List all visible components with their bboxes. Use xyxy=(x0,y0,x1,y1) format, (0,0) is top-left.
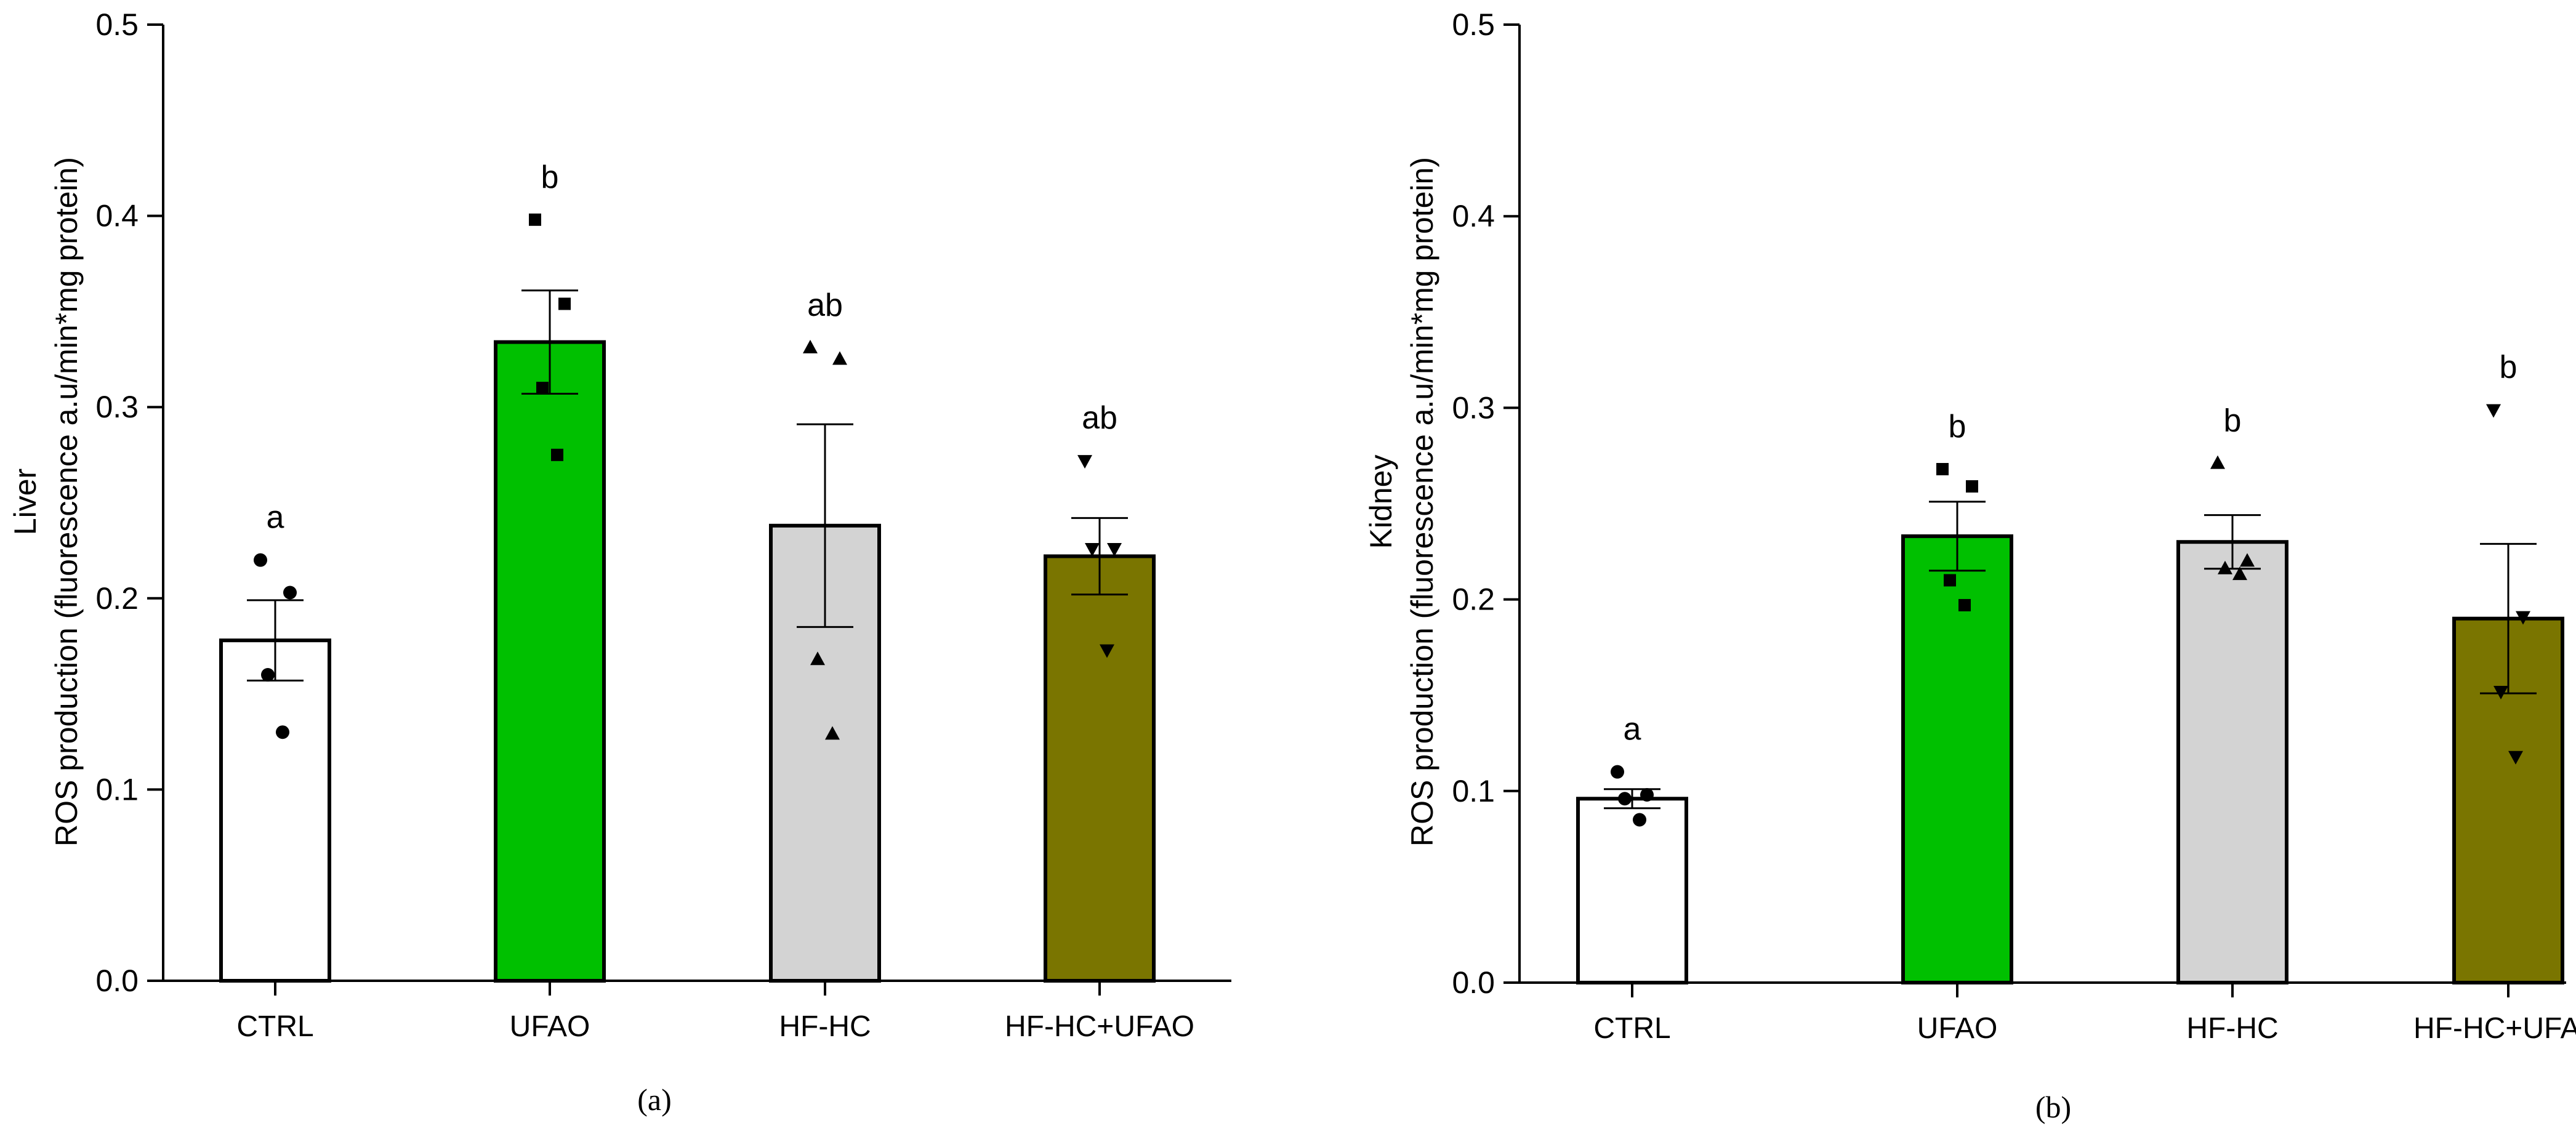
bar xyxy=(219,638,331,983)
data-point-circle xyxy=(283,586,297,600)
data-point-square xyxy=(558,297,571,310)
x-category-label: HF-HC xyxy=(2186,1012,2278,1045)
data-point-triangle-down xyxy=(1077,455,1092,469)
data-point-circle xyxy=(1640,788,1654,802)
x-category-label: HF-HC+UFAO xyxy=(2413,1012,2576,1045)
error-bars xyxy=(1604,501,2537,810)
data-point-triangle-down xyxy=(1085,543,1100,557)
y-tick-label: 0.5 xyxy=(1452,7,1495,42)
bar xyxy=(494,340,606,983)
data-point-circle xyxy=(1618,792,1632,806)
data-point-triangle-down xyxy=(1107,543,1122,557)
y-axis-label-tissue: Kidney xyxy=(1364,455,1398,549)
y-axis-label: ROS production (fluorescence a.u/min*mg … xyxy=(49,157,84,847)
y-ticks: 0.0 0.1 0.2 0.3 0.4 0.5 xyxy=(95,7,163,998)
y-tick-label: 0.5 xyxy=(95,7,139,42)
significance-letter: b xyxy=(541,159,559,195)
y-tick-label: 0.3 xyxy=(1452,390,1495,425)
y-tick-label: 0.4 xyxy=(95,199,139,233)
y-ticks: 0.0 0.1 0.2 0.3 0.4 0.5 xyxy=(1452,7,1519,1000)
bar xyxy=(2176,540,2288,984)
data-point-triangle xyxy=(810,651,825,666)
data-point-square xyxy=(551,448,563,461)
data-point-circle xyxy=(261,668,275,682)
bar xyxy=(1044,554,1156,983)
data-point-square xyxy=(1958,598,1971,611)
x-category-label: HF-HC+UFAO xyxy=(1005,1010,1194,1043)
data-point-square xyxy=(529,213,541,226)
bar xyxy=(1576,797,1688,985)
data-point-square xyxy=(1944,574,1956,587)
data-point-triangle xyxy=(803,339,818,353)
panel-b: 0.0 0.1 0.2 0.3 0.4 0.5 a b b b CTRL UFAO HF-HC HF-… xyxy=(1364,7,2576,1124)
data-point-triangle-down xyxy=(2486,404,2501,418)
data-point-triangle-down xyxy=(2516,611,2530,625)
bars xyxy=(219,340,1156,983)
y-tick-label: 0.3 xyxy=(95,390,139,424)
significance-letter: ab xyxy=(807,288,843,323)
y-tick-label: 0.4 xyxy=(1452,199,1495,233)
data-point-circle xyxy=(276,725,289,739)
x-category-labels: CTRL UFAO HF-HC HF-HC+UFAO xyxy=(1593,983,2576,1045)
y-tick-label: 0.2 xyxy=(95,581,139,616)
x-category-label: CTRL xyxy=(236,1010,313,1043)
y-tick-label: 0.1 xyxy=(1452,774,1495,808)
y-tick-label: 0.0 xyxy=(95,964,139,998)
y-axis-label: ROS production (fluorescence a.u/min*mg … xyxy=(1405,157,1439,847)
data-points xyxy=(1611,404,2530,827)
significance-letter: a xyxy=(267,500,284,536)
y-tick-label: 0.1 xyxy=(95,772,139,807)
x-category-label: UFAO xyxy=(510,1010,590,1043)
significance-letter: a xyxy=(1624,712,1641,747)
bar xyxy=(1901,534,2013,984)
y-axis-label-tissue: Liver xyxy=(8,469,42,535)
data-point-triangle xyxy=(2232,566,2247,581)
x-category-label: UFAO xyxy=(1917,1012,1998,1045)
significance-letters: a b b b xyxy=(1624,350,2518,747)
error-bars xyxy=(247,289,1128,682)
data-point-square xyxy=(536,382,549,395)
significance-letter: b xyxy=(2224,403,2242,439)
data-point-triangle-down xyxy=(2508,751,2523,765)
y-tick-label: 0.0 xyxy=(1452,965,1495,1000)
x-category-labels: CTRL UFAO HF-HC HF-HC+UFAO xyxy=(236,981,1194,1043)
x-category-label: CTRL xyxy=(1593,1012,1670,1045)
data-point-triangle xyxy=(2210,455,2225,469)
data-points xyxy=(254,213,1122,740)
data-point-triangle-down xyxy=(2493,685,2508,699)
data-point-triangle xyxy=(2218,560,2232,574)
panel-caption: (b) xyxy=(2035,1090,2071,1124)
panel-caption: (a) xyxy=(637,1082,672,1117)
significance-letter: b xyxy=(2500,350,2518,385)
data-point-circle xyxy=(254,553,267,567)
significance-letter: b xyxy=(1949,409,1966,445)
data-point-triangle xyxy=(832,351,847,365)
data-point-triangle-down xyxy=(1100,644,1114,658)
y-tick-label: 0.2 xyxy=(1452,582,1495,617)
data-point-circle xyxy=(1611,765,1624,779)
data-point-triangle xyxy=(2240,553,2255,567)
data-point-circle xyxy=(1633,813,1646,827)
bars xyxy=(1576,534,2564,985)
data-point-square xyxy=(1966,480,1978,493)
data-point-triangle xyxy=(825,726,840,740)
data-point-square xyxy=(1936,462,1949,475)
x-category-label: HF-HC xyxy=(779,1010,871,1043)
significance-letter: ab xyxy=(1082,400,1117,436)
